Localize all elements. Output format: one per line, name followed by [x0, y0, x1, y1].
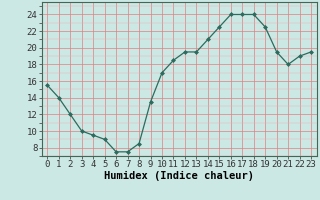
- X-axis label: Humidex (Indice chaleur): Humidex (Indice chaleur): [104, 171, 254, 181]
